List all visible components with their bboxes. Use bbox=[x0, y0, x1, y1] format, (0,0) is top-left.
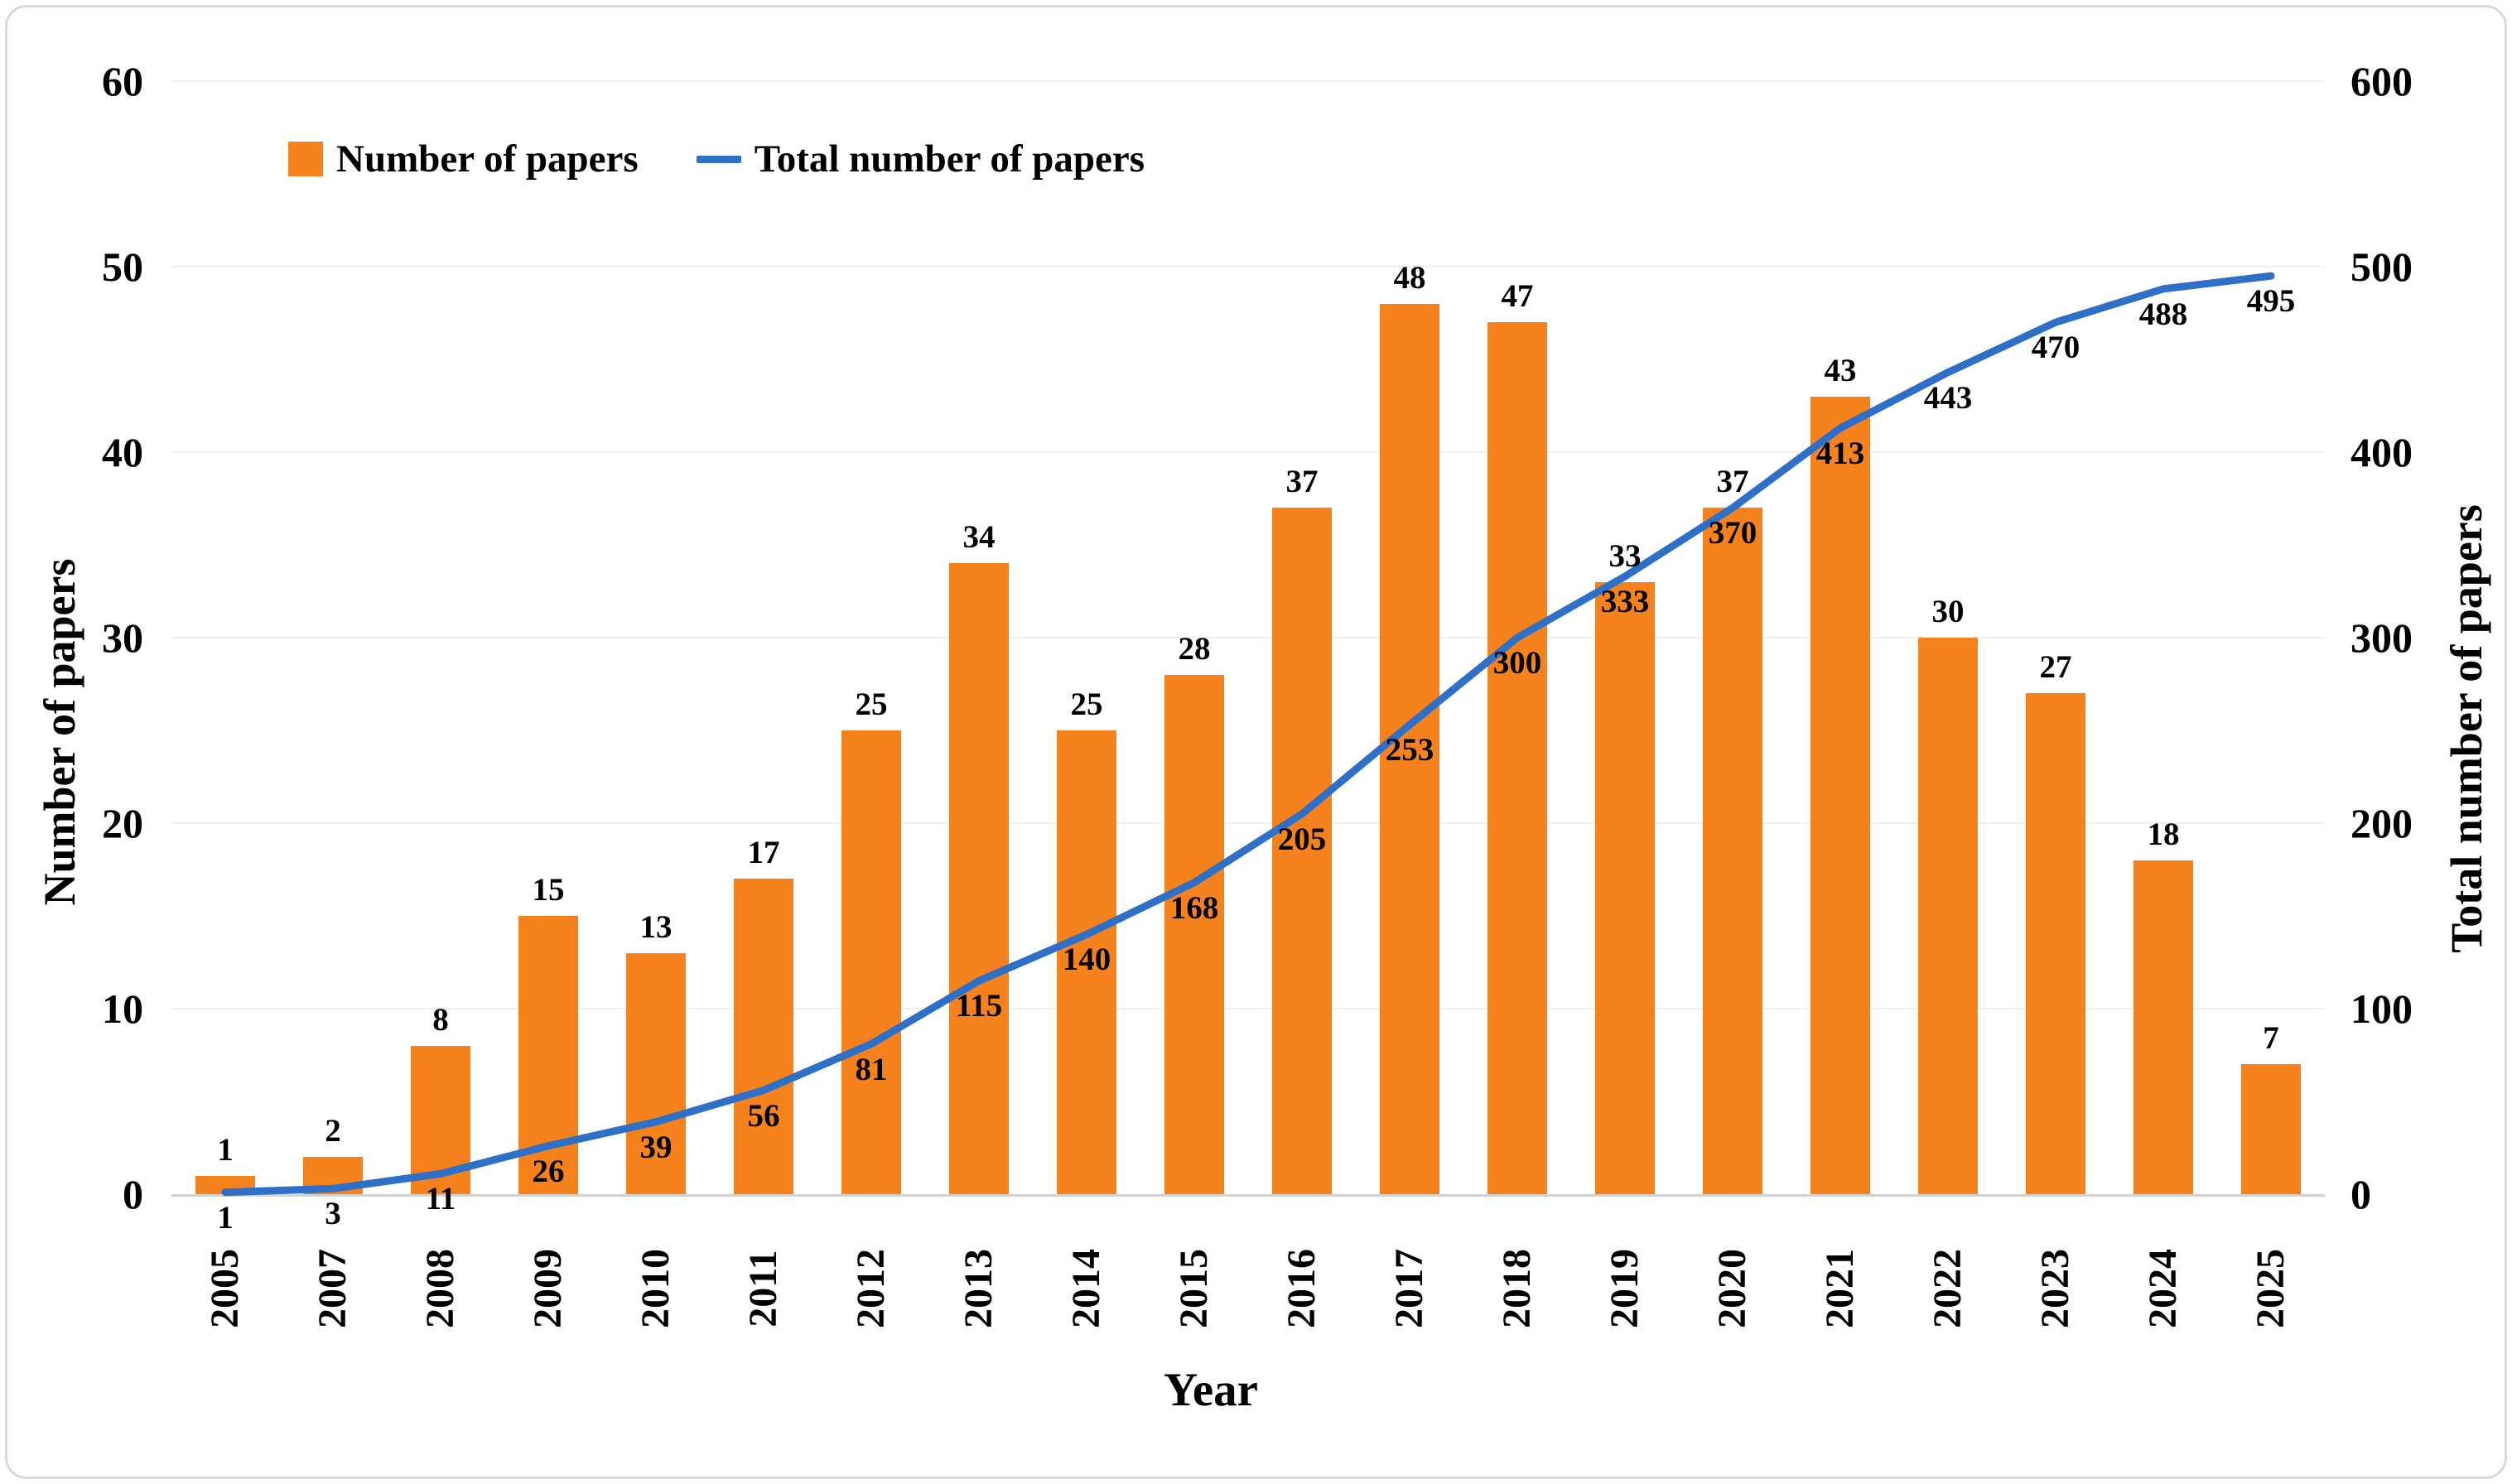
bar-value-label-2009: 15 bbox=[532, 872, 565, 908]
cumulative-value-label-2019: 333 bbox=[1600, 584, 1650, 620]
legend-label-line: Total number of papers bbox=[754, 137, 1145, 181]
gridline-40 bbox=[171, 451, 2325, 453]
cumulative-value-label-2020: 370 bbox=[1708, 515, 1757, 552]
cumulative-value-label-2009: 26 bbox=[532, 1153, 565, 1189]
gridline-30 bbox=[171, 637, 2325, 638]
cumulative-value-label-2005: 1 bbox=[217, 1199, 234, 1236]
bar-value-label-2017: 48 bbox=[1393, 259, 1426, 296]
bar-value-label-2014: 25 bbox=[1070, 687, 1103, 722]
cumulative-value-label-2007: 3 bbox=[325, 1196, 341, 1232]
bar-2014 bbox=[1057, 730, 1116, 1194]
legend-bar-swatch-icon bbox=[288, 142, 323, 176]
bar-2020 bbox=[1703, 508, 1762, 1194]
cumulative-value-label-2013: 115 bbox=[955, 988, 1003, 1024]
bar-value-label-2015: 28 bbox=[1178, 630, 1211, 667]
cumulative-value-label-2022: 443 bbox=[1923, 379, 1973, 416]
cumulative-value-label-2025: 495 bbox=[2246, 283, 2296, 320]
cumulative-value-label-2016: 205 bbox=[1277, 821, 1327, 857]
bar-value-label-2007: 2 bbox=[325, 1113, 341, 1149]
bar-value-label-2025: 7 bbox=[2263, 1020, 2279, 1057]
cumulative-value-label-2010: 39 bbox=[639, 1129, 673, 1165]
cumulative-value-label-2023: 470 bbox=[2031, 330, 2080, 366]
cumulative-value-label-2008: 11 bbox=[425, 1181, 456, 1217]
bar-2010 bbox=[626, 952, 686, 1194]
bar-value-label-2011: 17 bbox=[747, 835, 780, 871]
bar-2015 bbox=[1164, 674, 1224, 1194]
bar-2017 bbox=[1380, 303, 1439, 1194]
y-tick-right-600: 600 bbox=[2350, 58, 2413, 104]
bar-2012 bbox=[841, 730, 901, 1194]
bar-value-label-2012: 25 bbox=[855, 687, 888, 722]
bar-value-label-2019: 33 bbox=[1608, 537, 1642, 574]
bar-2025 bbox=[2241, 1064, 2301, 1194]
cumulative-value-label-2018: 300 bbox=[1492, 645, 1542, 681]
bar-2011 bbox=[734, 879, 793, 1194]
bar-2023 bbox=[2026, 693, 2085, 1194]
bar-2016 bbox=[1272, 508, 1332, 1194]
y-tick-left-20: 20 bbox=[102, 800, 143, 846]
y-tick-left-10: 10 bbox=[102, 985, 143, 1032]
legend-label-bars: Number of papers bbox=[336, 137, 639, 181]
bar-2019 bbox=[1595, 581, 1655, 1194]
bar-2013 bbox=[949, 563, 1009, 1194]
y-tick-right-400: 400 bbox=[2350, 429, 2413, 475]
cumulative-value-label-2024: 488 bbox=[2138, 296, 2188, 332]
cumulative-value-label-2012: 81 bbox=[855, 1051, 888, 1087]
bar-value-label-2023: 27 bbox=[2039, 649, 2072, 686]
bar-2021 bbox=[1810, 396, 1870, 1194]
cumulative-value-label-2011: 56 bbox=[747, 1097, 780, 1134]
cumulative-value-label-2014: 140 bbox=[1062, 942, 1111, 978]
y-tick-right-300: 300 bbox=[2350, 614, 2413, 661]
cumulative-value-label-2021: 413 bbox=[1815, 435, 1865, 471]
x-axis-title: Year bbox=[1164, 1364, 1258, 1416]
cumulative-value-label-2015: 168 bbox=[1169, 889, 1219, 926]
bar-value-label-2024: 18 bbox=[2147, 816, 2180, 852]
y-tick-right-200: 200 bbox=[2350, 800, 2413, 846]
y-tick-left-40: 40 bbox=[102, 429, 143, 475]
x-axis-line bbox=[171, 1194, 2325, 1197]
gridline-10 bbox=[171, 1008, 2325, 1009]
bar-value-label-2008: 8 bbox=[432, 1001, 449, 1038]
y-tick-right-100: 100 bbox=[2350, 985, 2413, 1032]
bar-value-label-2020: 37 bbox=[1716, 464, 1749, 500]
legend-line-swatch-icon bbox=[696, 155, 741, 163]
gridline-50 bbox=[171, 266, 2325, 267]
y-tick-right-500: 500 bbox=[2350, 243, 2413, 290]
bar-2018 bbox=[1487, 322, 1547, 1194]
bar-value-label-2022: 30 bbox=[1931, 594, 1965, 629]
bar-value-label-2018: 47 bbox=[1501, 278, 1534, 315]
bar-2022 bbox=[1918, 638, 1978, 1194]
bar-value-label-2013: 34 bbox=[962, 519, 996, 556]
y-tick-left-50: 50 bbox=[102, 243, 143, 290]
bar-value-label-2016: 37 bbox=[1285, 464, 1319, 500]
bar-value-label-2005: 1 bbox=[217, 1131, 234, 1168]
gridline-20 bbox=[171, 822, 2325, 824]
cumulative-value-label-2017: 253 bbox=[1385, 732, 1434, 768]
y-tick-left-0: 0 bbox=[123, 1171, 143, 1217]
bar-value-label-2021: 43 bbox=[1824, 352, 1857, 388]
bar-2024 bbox=[2134, 860, 2193, 1194]
legend: Number of papers Total number of papers bbox=[288, 137, 1145, 181]
y-tick-left-60: 60 bbox=[102, 58, 143, 104]
y-tick-right-0: 0 bbox=[2350, 1171, 2371, 1217]
bar-value-label-2010: 13 bbox=[639, 908, 673, 945]
y-tick-left-30: 30 bbox=[102, 614, 143, 661]
total-line-series bbox=[221, 272, 2275, 1197]
gridline-60 bbox=[171, 80, 2325, 82]
